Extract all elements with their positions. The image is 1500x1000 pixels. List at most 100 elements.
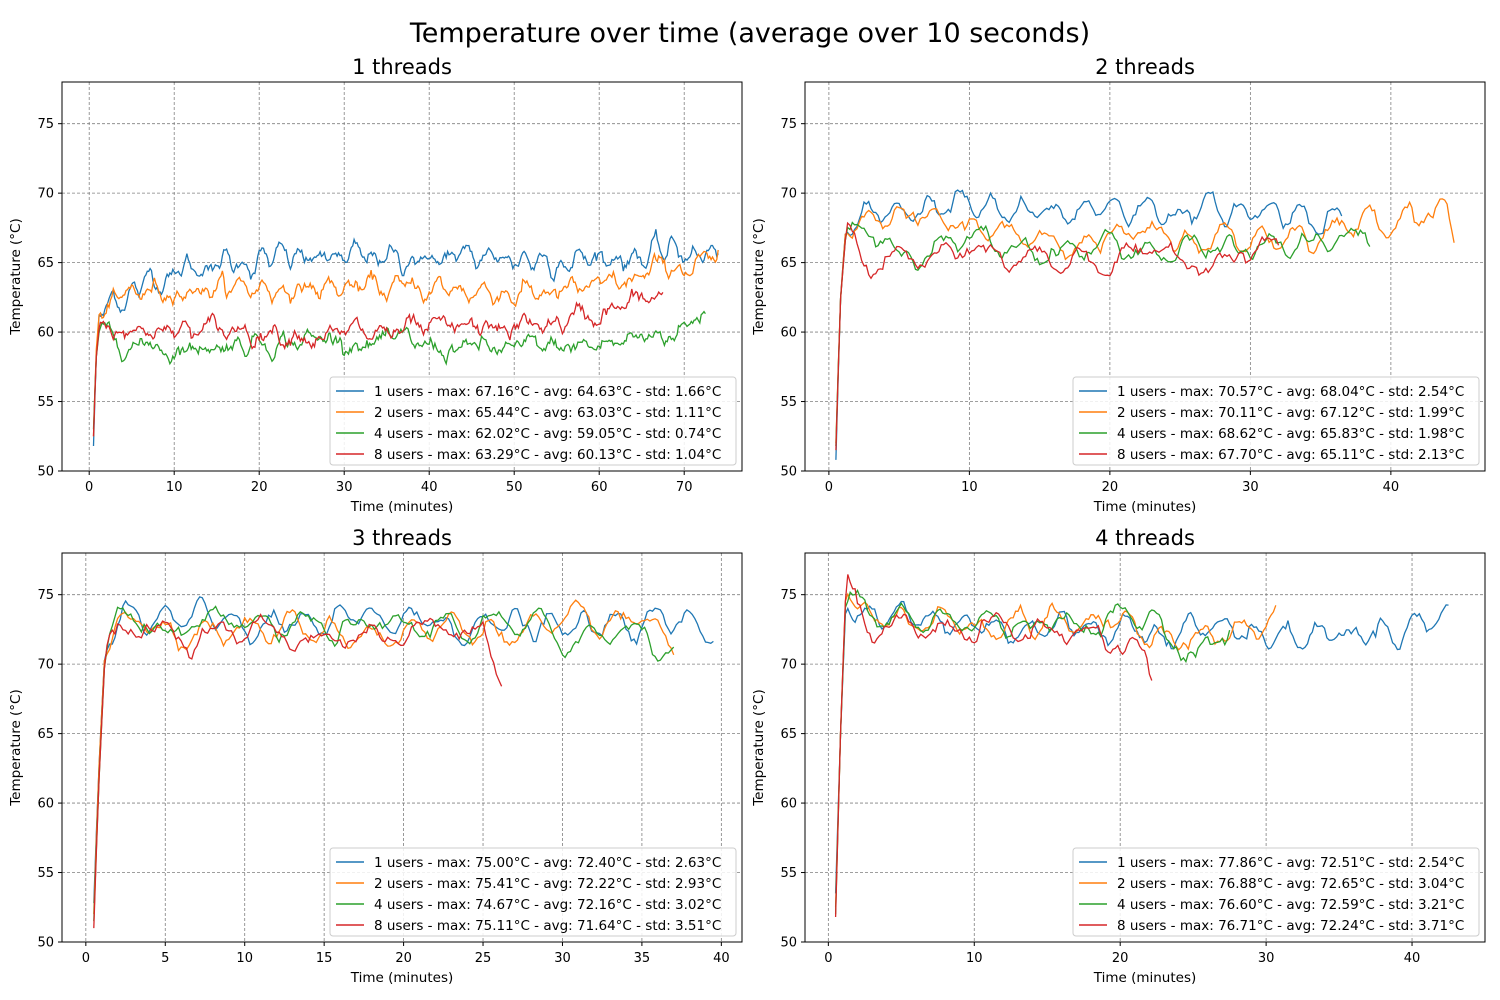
series-group [92, 229, 719, 447]
legend: 1 users - max: 67.16°C - avg: 64.63°C - … [329, 376, 737, 466]
legend-label: 8 users - max: 67.70°C - avg: 65.11°C - … [1117, 447, 1464, 463]
legend-label: 1 users - max: 67.16°C - avg: 64.63°C - … [374, 384, 721, 400]
plot-frame [804, 552, 1486, 943]
series-group [93, 596, 714, 929]
x-axis-label: Time (minutes) [350, 499, 454, 515]
series-line-3 [835, 221, 1371, 447]
legend-label: 1 users - max: 70.57°C - avg: 68.04°C - … [1117, 384, 1464, 400]
legend-label: 8 users - max: 63.29°C - avg: 60.13°C - … [374, 447, 721, 463]
legend-label: 4 users - max: 76.60°C - avg: 72.59°C - … [1117, 897, 1464, 913]
x-tick-label: 40 [713, 951, 730, 966]
y-tick-label: 60 [37, 326, 54, 341]
x-tick-label: 20 [251, 480, 268, 495]
x-tick-label: 50 [506, 480, 523, 495]
series-line-3 [834, 589, 1231, 915]
legend: 1 users - max: 70.57°C - avg: 68.04°C - … [1072, 376, 1480, 466]
series-line-4 [834, 574, 1153, 918]
series-line-4 [93, 613, 503, 929]
x-tick-label: 0 [82, 951, 90, 966]
plot-frame [804, 81, 1486, 472]
y-tick-label: 75 [780, 588, 797, 603]
series-line-1 [835, 189, 1343, 460]
legend-label: 2 users - max: 65.44°C - avg: 63.03°C - … [374, 405, 721, 421]
y-tick-label: 65 [37, 256, 54, 271]
series-group [835, 189, 1455, 460]
x-tick-label: 40 [1404, 951, 1421, 966]
y-tick-label: 70 [780, 658, 797, 673]
x-tick-label: 40 [421, 480, 438, 495]
y-tick-label: 50 [37, 465, 54, 480]
legend-label: 1 users - max: 77.86°C - avg: 72.51°C - … [1117, 855, 1464, 871]
x-tick-label: 0 [824, 951, 832, 966]
legend-label: 2 users - max: 70.11°C - avg: 67.12°C - … [1117, 405, 1464, 421]
x-tick-label: 10 [961, 480, 978, 495]
x-tick-label: 25 [475, 951, 492, 966]
legend-label: 2 users - max: 76.88°C - avg: 72.65°C - … [1117, 876, 1464, 892]
legend: 1 users - max: 77.86°C - avg: 72.51°C - … [1072, 847, 1480, 937]
x-tick-label: 20 [1102, 480, 1119, 495]
x-tick-label: 10 [166, 480, 183, 495]
x-tick-label: 30 [1242, 480, 1259, 495]
x-tick-label: 20 [395, 951, 412, 966]
x-tick-label: 20 [1112, 951, 1129, 966]
x-tick-label: 5 [161, 951, 169, 966]
x-tick-label: 0 [85, 480, 93, 495]
x-tick-label: 0 [825, 480, 833, 495]
x-tick-label: 30 [554, 951, 571, 966]
subplot-title: 2 threads [1095, 55, 1195, 79]
legend-label: 4 users - max: 68.62°C - avg: 65.83°C - … [1117, 426, 1464, 442]
plot-frame [61, 552, 743, 943]
y-tick-label: 60 [37, 797, 54, 812]
y-tick-label: 65 [780, 256, 797, 271]
y-tick-label: 55 [37, 395, 54, 410]
subplot-title: 4 threads [1095, 526, 1195, 550]
legend-label: 8 users - max: 75.11°C - avg: 71.64°C - … [374, 918, 721, 934]
x-tick-label: 60 [591, 480, 608, 495]
y-tick-label: 55 [37, 866, 54, 881]
x-tick-label: 40 [1383, 480, 1400, 495]
legend-label: 8 users - max: 76.71°C - avg: 72.24°C - … [1117, 918, 1464, 934]
series-line-4 [835, 221, 1280, 451]
series-group [834, 574, 1449, 918]
legend-label: 4 users - max: 62.02°C - avg: 59.05°C - … [374, 426, 721, 442]
series-line-1 [92, 229, 719, 447]
series-line-1 [93, 596, 714, 904]
y-tick-label: 50 [780, 936, 797, 951]
series-line-1 [834, 600, 1449, 894]
x-tick-label: 10 [236, 951, 253, 966]
y-tick-label: 75 [37, 117, 54, 132]
x-axis-label: Time (minutes) [1093, 499, 1197, 515]
y-axis-label: Temperature (°C) [751, 218, 767, 336]
x-tick-label: 30 [336, 480, 353, 495]
y-tick-label: 70 [780, 187, 797, 202]
x-tick-label: 70 [676, 480, 693, 495]
y-axis-label: Temperature (°C) [751, 689, 767, 807]
series-line-2 [92, 249, 719, 437]
y-tick-label: 70 [37, 658, 54, 673]
y-axis-label: Temperature (°C) [8, 218, 24, 336]
y-tick-label: 60 [780, 797, 797, 812]
y-tick-label: 75 [780, 117, 797, 132]
x-tick-label: 10 [966, 951, 983, 966]
y-tick-label: 50 [780, 465, 797, 480]
y-tick-label: 75 [37, 588, 54, 603]
plot-frame [61, 81, 743, 472]
y-tick-label: 55 [780, 395, 797, 410]
legend-box [329, 376, 737, 466]
subplot-2: 2 threads 0 10 20 30 40 50 55 60 65 70 75 Time (minu… [751, 55, 1486, 515]
legend-label: 2 users - max: 75.41°C - avg: 72.22°C - … [374, 876, 721, 892]
y-tick-label: 55 [780, 866, 797, 881]
y-tick-label: 70 [37, 187, 54, 202]
y-tick-label: 65 [37, 727, 54, 742]
x-tick-label: 15 [316, 951, 333, 966]
legend-label: 1 users - max: 75.00°C - avg: 72.40°C - … [374, 855, 721, 871]
subplot-title: 3 threads [352, 526, 452, 550]
subplot-title: 1 threads [352, 55, 452, 79]
x-tick-label: 30 [1258, 951, 1275, 966]
y-tick-label: 65 [780, 727, 797, 742]
series-line-3 [93, 605, 675, 922]
legend-box [1072, 376, 1480, 466]
legend-box [329, 847, 737, 937]
legend-box [1072, 847, 1480, 937]
